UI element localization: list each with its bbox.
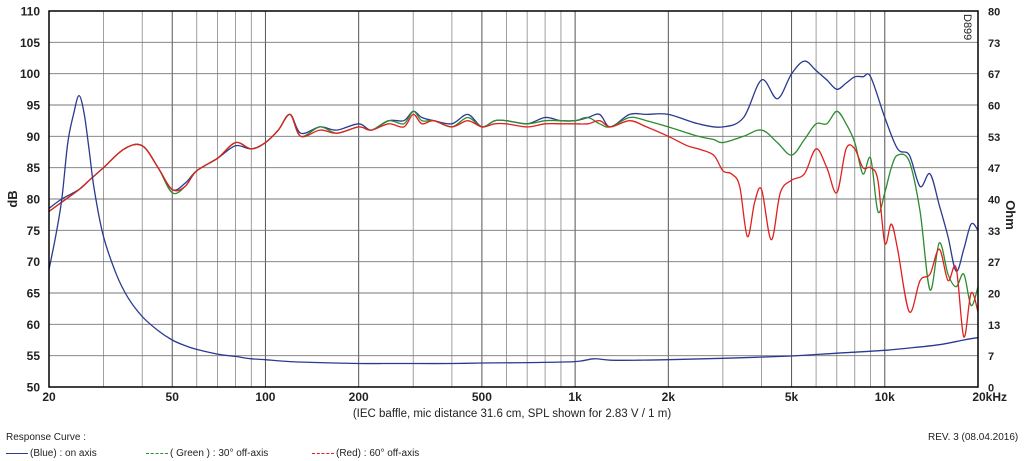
y-tick-label-right: 47 [988, 163, 1000, 175]
y-tick-label-left: 80 [27, 193, 41, 207]
tick-labels: 20 50 100 200 500 1k 2k 5k 10k 20kHz1101051009590… [20, 5, 1007, 405]
y-tick-label-right: 7 [988, 351, 994, 363]
y-tick-label-right: 13 [988, 320, 1000, 332]
x-tick-label: 100 [255, 390, 275, 404]
plot-frame [48, 10, 979, 388]
revision-label: REV. 3 (08.04.2016) [928, 432, 1019, 443]
legend-label-red: (Red) : 60° off-axis [336, 448, 420, 459]
legend-swatch-red [312, 453, 334, 454]
y-tick-label-left: 60 [27, 318, 41, 332]
y-tick-label-left: 70 [27, 255, 41, 269]
y-tick-label-left: 90 [27, 130, 41, 144]
y-tick-label-left: 100 [20, 67, 40, 81]
y-axis-label-left: dB [5, 190, 20, 207]
y-tick-label-left: 85 [27, 161, 41, 175]
curve-series [48, 60, 979, 365]
y-tick-label-left: 75 [27, 224, 41, 238]
y-tick-label-right: 60 [988, 101, 1000, 113]
y-tick-label-left: 50 [27, 381, 41, 395]
x-tick-label: 1k [568, 390, 582, 404]
grid-lines [48, 10, 979, 388]
x-tick-label: 20 [42, 390, 56, 404]
impedance-curve [48, 94, 979, 365]
legend-label-green: ( Green ) : 30° off-axis [170, 448, 269, 459]
legend-label-blue: (Blue) : on axis [30, 448, 97, 459]
y-tick-label-left: 55 [27, 349, 41, 363]
x-axis-note: (IEC baffle, mic distance 31.6 cm, SPL s… [353, 408, 671, 420]
y-tick-label-right: 53 [988, 132, 1000, 144]
frequency-response-chart: 20 50 100 200 500 1k 2k 5k 10k 20kHz1101051009590… [5, 5, 1018, 421]
x-tick-label: 2k [662, 390, 676, 404]
y-axis-label-right: Ohm [1003, 200, 1018, 230]
legend-item-green: ( Green ) : 30° off-axis [146, 448, 268, 459]
legend-title: Response Curve : [6, 432, 87, 443]
y-tick-label-left: 105 [20, 36, 40, 50]
y-tick-label-right: 0 [988, 383, 994, 395]
x-tick-label: 10k [875, 390, 895, 404]
legend-item-red: (Red) : 60° off-axis [312, 448, 419, 459]
y-tick-label-right: 67 [988, 69, 1000, 81]
y-tick-label-right: 40 [988, 195, 1000, 207]
x-tick-label: 5k [785, 390, 799, 404]
legend-item-blue: (Blue) : on axis [6, 448, 97, 459]
y-tick-label-left: 65 [27, 287, 41, 301]
y-tick-label-right: 80 [988, 7, 1000, 19]
y-tick-label-right: 20 [988, 289, 1000, 301]
watermark-code: D899 [961, 14, 973, 40]
y-tick-label-left: 110 [21, 5, 41, 19]
x-tick-label: 20kHz [972, 390, 1007, 404]
y-tick-label-right: 73 [988, 38, 1000, 50]
x-tick-label: 50 [166, 390, 180, 404]
y-tick-label-right: 33 [988, 226, 1000, 238]
y-tick-label-right: 27 [988, 257, 1000, 269]
y-tick-label-left: 95 [27, 99, 41, 113]
off-axis-60-curve [48, 113, 979, 338]
legend-footer: Response Curve : REV. 3 (08.04.2016) (Bl… [0, 432, 1024, 461]
legend-swatch-blue [6, 453, 28, 454]
x-tick-label: 500 [472, 390, 492, 404]
legend-swatch-green [146, 453, 168, 454]
x-tick-label: 200 [349, 390, 369, 404]
